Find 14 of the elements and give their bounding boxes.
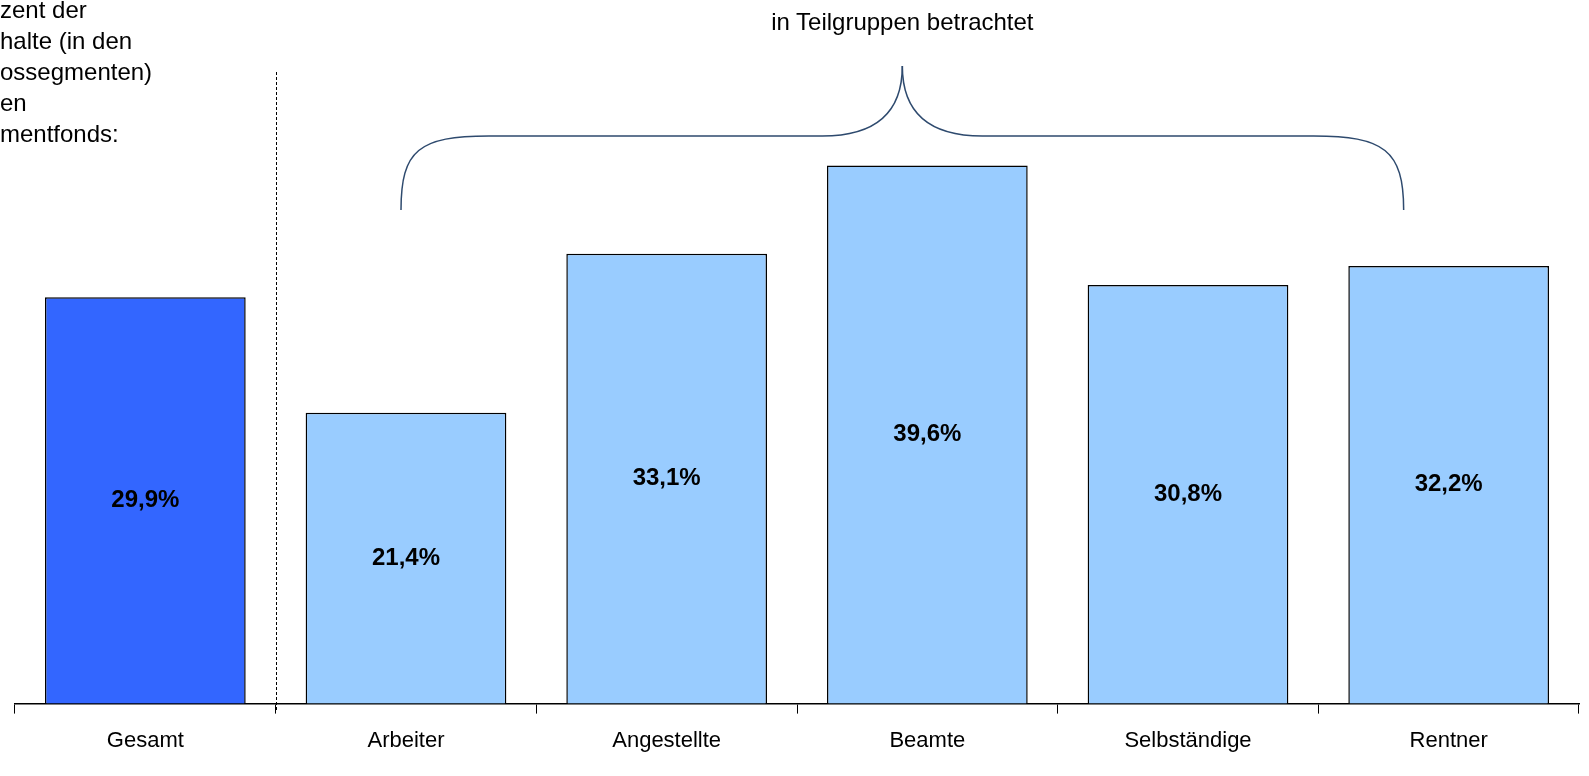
x-tick-label: Gesamt bbox=[106, 726, 184, 752]
x-tick-label: Selbständige bbox=[1124, 726, 1252, 752]
text: in Teilgruppen betrachtet bbox=[771, 7, 1034, 37]
data-label: 32,2% bbox=[1414, 469, 1483, 497]
data-label: 29,9% bbox=[111, 485, 180, 513]
x-tick-label: Arbeiter bbox=[367, 726, 445, 752]
x-tick-label: Angestellte bbox=[612, 726, 722, 752]
data-label: 33,1% bbox=[632, 463, 701, 491]
text: zent der halte (in den ossegmenten) en mentfonds: bbox=[0, 0, 153, 149]
data-label: 30,8% bbox=[1153, 478, 1223, 506]
x-tick-label: Beamte bbox=[889, 726, 966, 752]
data-label: 21,4% bbox=[371, 542, 441, 570]
data-label: 39,6% bbox=[893, 419, 962, 447]
x-tick-label: Rentner bbox=[1409, 726, 1488, 752]
